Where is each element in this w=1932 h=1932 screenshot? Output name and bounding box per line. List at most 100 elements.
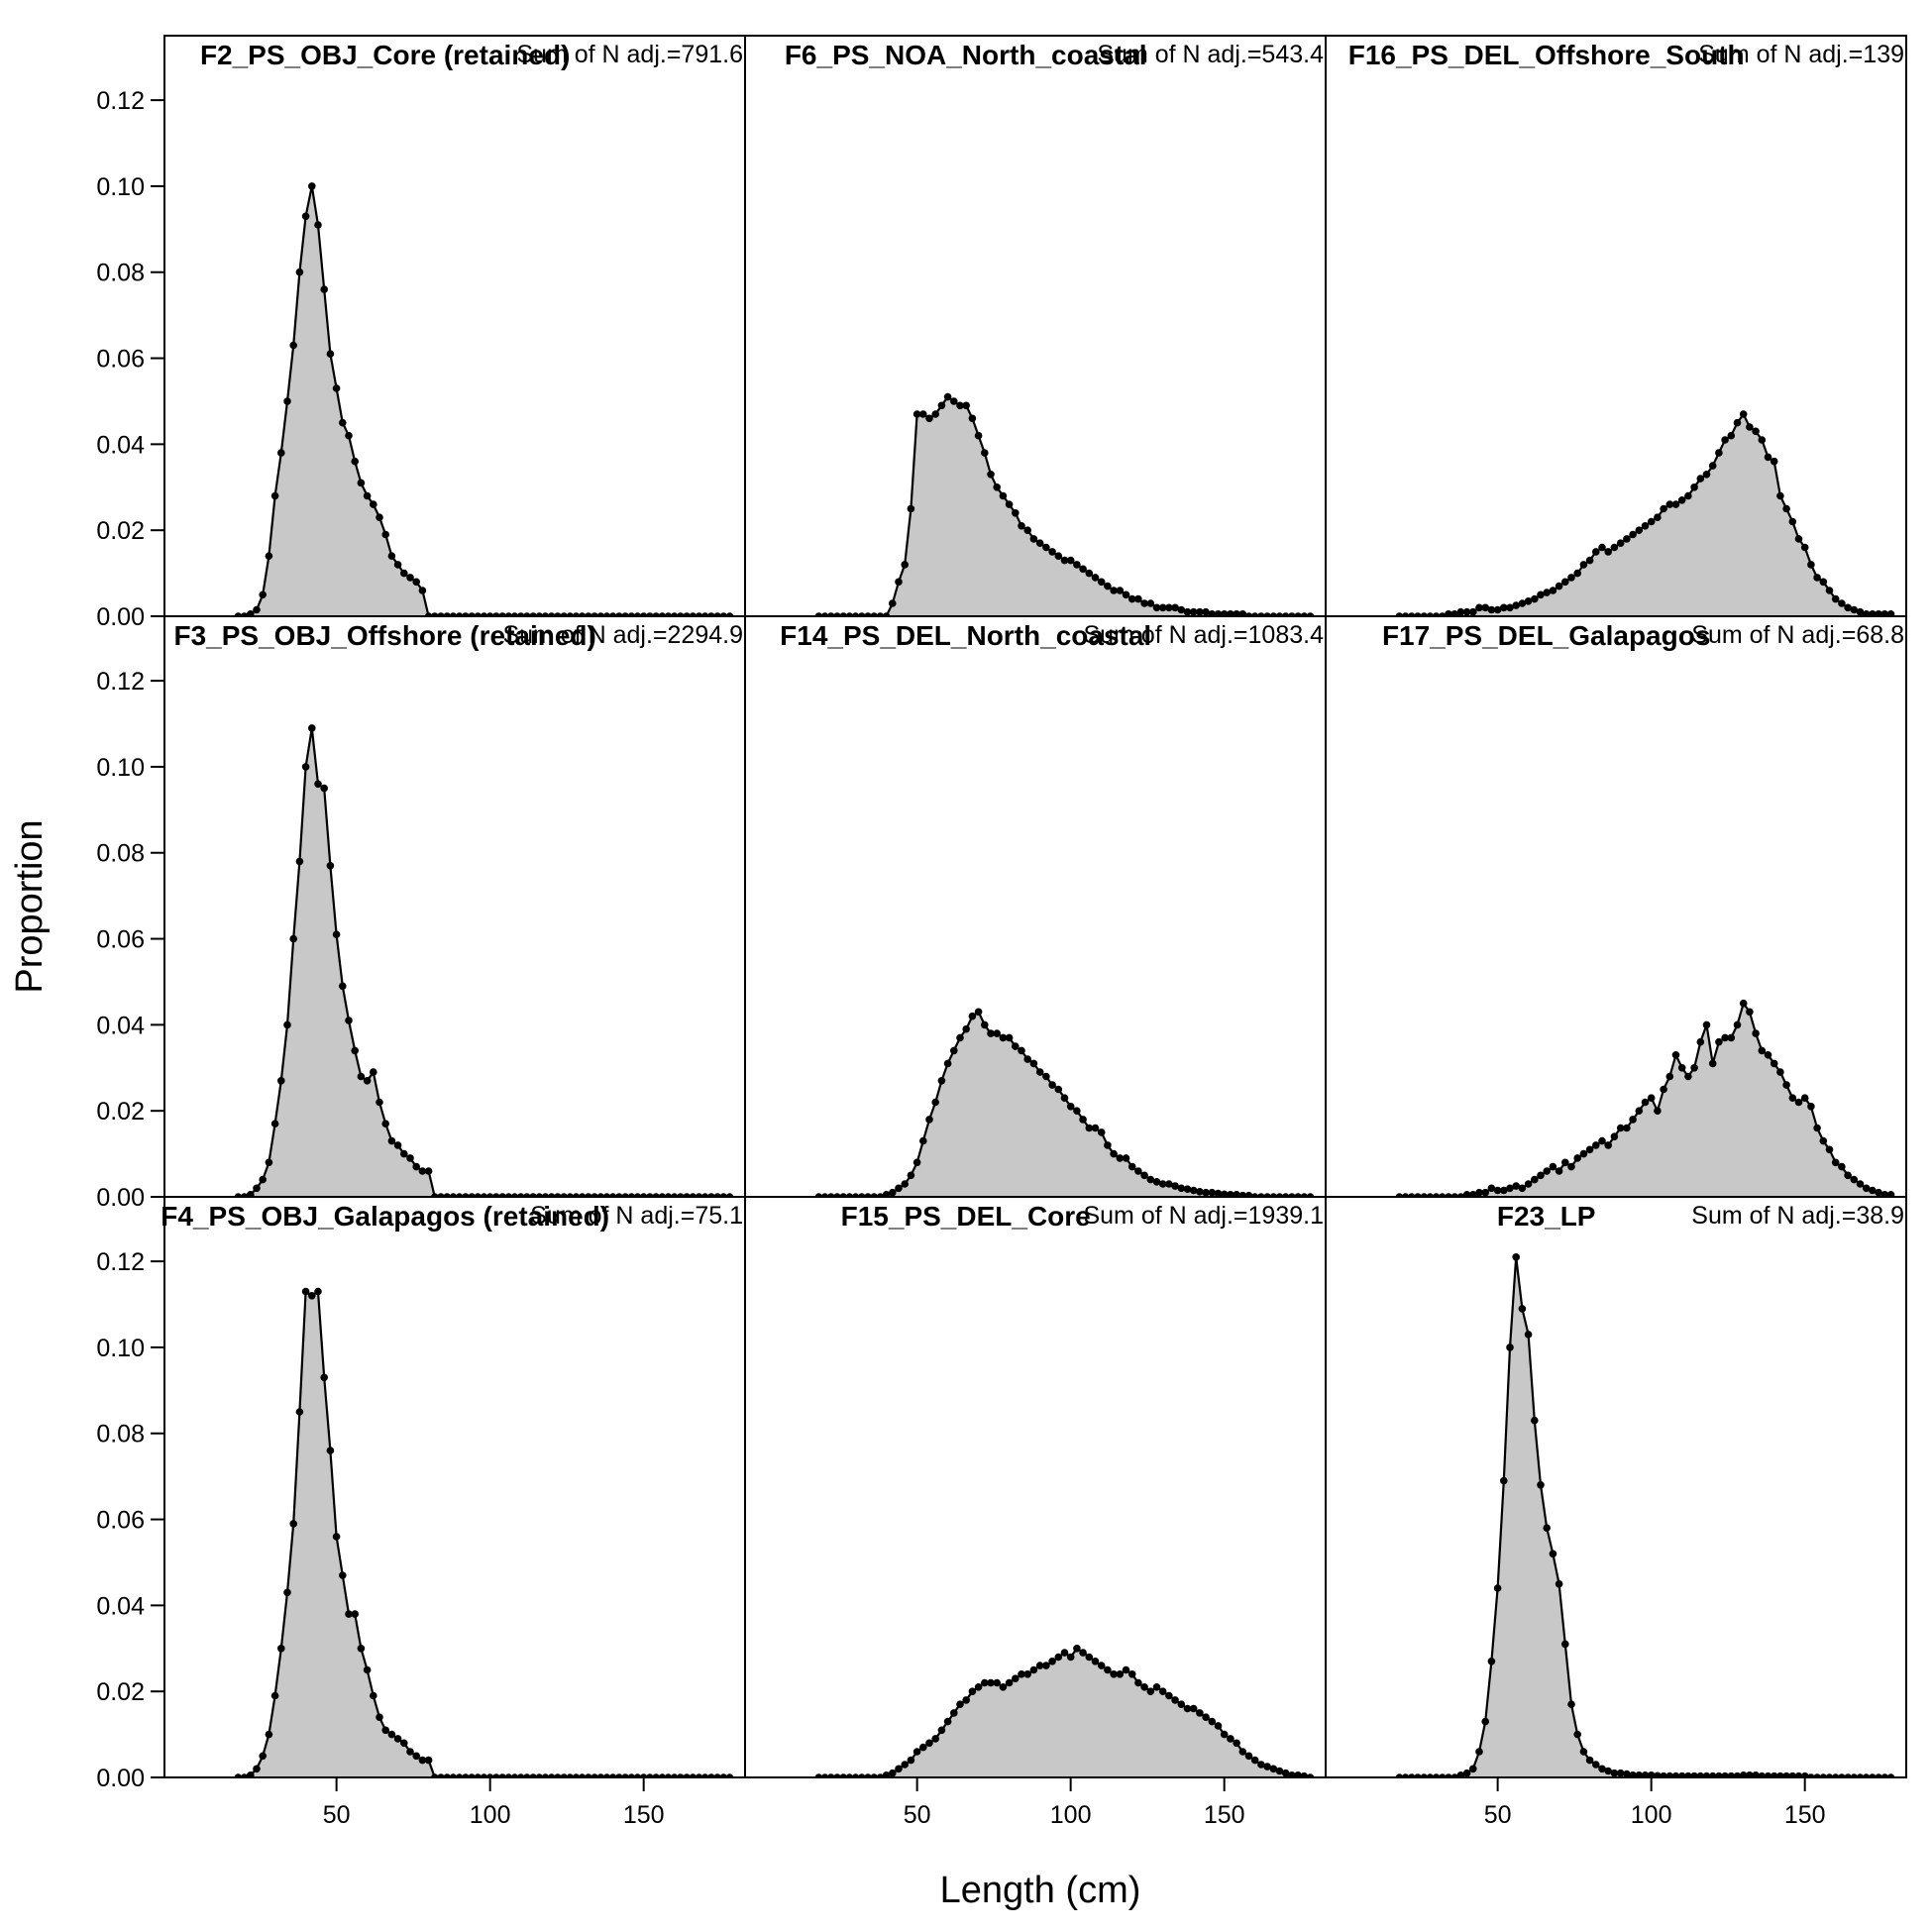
data-point	[1035, 1068, 1044, 1076]
data-point	[1604, 1141, 1612, 1149]
data-point	[1281, 1769, 1290, 1777]
panel-sum-label: Sum of N adj.=75.1	[530, 1202, 743, 1230]
data-point	[270, 1691, 279, 1700]
panel-title: F3_PS_OBJ_Offshore (retained)	[174, 620, 596, 651]
data-point	[1635, 526, 1644, 534]
data-point	[912, 410, 921, 418]
data-point	[925, 1739, 933, 1748]
data-point	[351, 457, 359, 466]
data-point	[1085, 1124, 1094, 1132]
data-point	[1035, 539, 1044, 547]
y-tick-label: 0.08	[96, 1421, 145, 1449]
data-point	[1629, 1771, 1637, 1777]
data-point	[962, 401, 970, 410]
data-point	[1462, 1191, 1471, 1197]
panel: Sum of N adj.=75.1F4_PS_OBJ_Galapagos (r…	[161, 1196, 746, 1778]
data-point	[1549, 1550, 1557, 1558]
data-point	[277, 449, 285, 457]
data-point	[895, 1184, 903, 1193]
data-point	[1604, 1767, 1612, 1775]
panel-frame	[1325, 615, 1907, 1198]
data-point	[1048, 1658, 1056, 1665]
data-point	[1518, 599, 1527, 607]
data-point	[1616, 539, 1625, 547]
data-point	[895, 1765, 903, 1773]
data-point	[332, 930, 341, 938]
y-tick-label: 0.08	[96, 840, 145, 868]
data-point	[370, 500, 377, 508]
data-point	[1585, 1756, 1594, 1765]
data-point	[1060, 1649, 1069, 1657]
data-point	[1549, 587, 1557, 594]
data-point	[1567, 1700, 1575, 1708]
data-point	[1263, 1763, 1271, 1771]
data-point	[1189, 607, 1198, 616]
data-point	[1825, 587, 1834, 594]
data-point	[1782, 504, 1790, 513]
data-point	[907, 1756, 915, 1765]
data-point	[1660, 504, 1667, 513]
y-tick-label: 0.02	[96, 1098, 145, 1126]
data-point	[1727, 1771, 1736, 1777]
data-point	[1746, 1771, 1754, 1777]
data-point	[412, 1752, 420, 1761]
data-point	[1684, 491, 1692, 500]
y-tick-label: 0.06	[96, 926, 145, 954]
data-point	[1518, 1184, 1527, 1193]
data-point	[1746, 423, 1754, 431]
data-point	[1500, 1186, 1508, 1195]
data-point	[1739, 1771, 1748, 1777]
panel-frame	[1325, 35, 1907, 617]
panel-sum-label: Sum of N adj.=2294.9	[502, 621, 743, 649]
data-point	[1715, 1037, 1723, 1046]
y-tick-label: 0.02	[96, 1678, 145, 1706]
data-point	[1023, 526, 1031, 534]
data-point	[1690, 1771, 1698, 1777]
data-point	[1573, 569, 1581, 578]
data-point	[1764, 453, 1772, 462]
data-point	[1788, 1771, 1797, 1777]
data-point	[1487, 1658, 1496, 1665]
data-point	[1573, 1154, 1581, 1162]
data-point	[1585, 1145, 1594, 1154]
data-point	[357, 479, 366, 487]
data-point	[1091, 574, 1100, 582]
data-point	[345, 431, 353, 440]
data-point	[265, 552, 273, 560]
x-tick-label: 150	[623, 1801, 665, 1829]
data-point	[1152, 603, 1161, 612]
data-point	[1134, 594, 1142, 603]
data-point	[919, 1136, 927, 1145]
data-point	[1696, 475, 1705, 483]
x-tick-label: 100	[1050, 1801, 1092, 1829]
y-tick-label: 0.00	[96, 603, 145, 631]
panel-title: F17_PS_DEL_Galapagos	[1382, 620, 1710, 651]
data-point	[1869, 610, 1877, 616]
y-tick-label: 0.04	[96, 1012, 145, 1039]
data-point	[1844, 1171, 1852, 1180]
data-point	[406, 1154, 414, 1162]
panel-title: F16_PS_DEL_Offshore_South	[1348, 40, 1745, 70]
data-point	[1475, 1748, 1483, 1756]
x-axis-title: Length (cm)	[940, 1870, 1141, 1911]
data-point	[925, 1116, 933, 1124]
data-point	[1300, 1771, 1309, 1777]
data-point	[1537, 1171, 1545, 1180]
data-point	[1469, 607, 1477, 616]
data-point	[1825, 1145, 1834, 1154]
data-point	[400, 1739, 408, 1748]
data-point	[1727, 431, 1736, 440]
data-point	[1647, 1771, 1656, 1777]
data-point	[1462, 607, 1471, 616]
data-point	[993, 1029, 1001, 1037]
data-point	[1208, 610, 1217, 616]
data-point	[1677, 1771, 1686, 1777]
data-point	[919, 410, 927, 418]
x-tick-label: 50	[323, 1801, 351, 1829]
data-point	[1623, 535, 1631, 543]
data-point	[1561, 578, 1569, 587]
data-point	[968, 1687, 977, 1695]
data-point	[968, 1012, 977, 1020]
y-tick-label: 0.10	[96, 173, 145, 201]
data-point	[1579, 1149, 1588, 1158]
